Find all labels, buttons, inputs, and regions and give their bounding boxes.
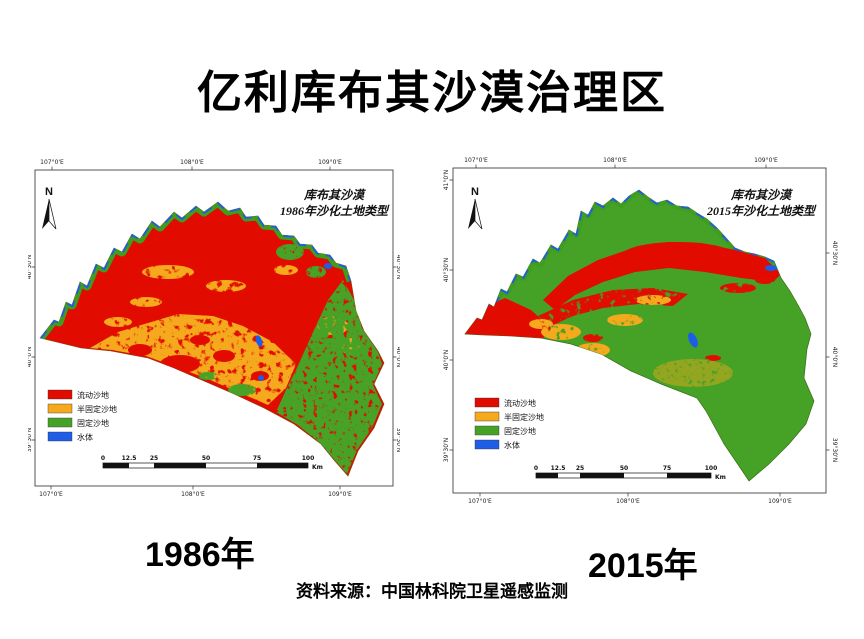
desert-shape-1986 <box>39 201 385 477</box>
lon-label: 107°0'E <box>468 498 492 505</box>
lon-label: 109°0'E <box>768 498 792 505</box>
lon-label: 109°0'E <box>328 491 352 498</box>
scale-unit: Km <box>312 464 323 471</box>
north-arrow-left-icon <box>468 199 475 229</box>
north-arrow-left-icon <box>42 199 49 229</box>
mobile-sand-band <box>465 242 781 346</box>
map-panel-2015: 107°0'E 108°0'E 109°0'E 107°0'E 108°0'E … <box>443 148 845 510</box>
scale-tick: 0 <box>534 465 538 472</box>
lon-label: 108°0'E <box>180 159 204 166</box>
lon-label: 108°0'E <box>181 491 205 498</box>
lat-label: 39°30'N <box>395 428 400 452</box>
yellow-river <box>465 190 775 336</box>
lat-label: 40°0'N <box>831 347 838 368</box>
legend-swatch-semi-fixed-sand <box>47 403 73 414</box>
legend-label: 固定沙地 <box>504 426 536 436</box>
source-note: 资料来源：中国林科院卫星遥感监测 <box>296 582 568 601</box>
legend-swatch-fixed-sand <box>474 425 500 436</box>
map-title-line2: 1986年沙化土地类型 <box>280 204 390 218</box>
legend-label: 半固定沙地 <box>77 404 117 414</box>
lon-label: 109°0'E <box>754 157 778 164</box>
north-arrow-label: N <box>45 186 53 198</box>
scale-tick: 12.5 <box>551 465 566 472</box>
scale-tick: 12.5 <box>122 455 137 462</box>
scale-tick: 75 <box>663 465 671 472</box>
legend-swatch-fixed-sand <box>47 417 73 428</box>
lat-label: 39°30'N <box>28 428 33 452</box>
lat-label: 40°0'N <box>443 350 450 371</box>
graticule-ticks <box>31 166 397 490</box>
legend-1986: 流动沙地 半固定沙地 固定沙地 水体 <box>47 389 117 442</box>
scale-tick: 25 <box>150 455 158 462</box>
north-arrow: N <box>42 186 57 230</box>
lat-label: 40°30'N <box>395 255 400 279</box>
legend-label: 固定沙地 <box>77 418 109 428</box>
lat-label: 40°30'N <box>831 241 838 265</box>
map-panel-1986: 107°0'E 108°0'E 109°0'E 107°0'E 108°0'E … <box>26 150 402 505</box>
legend-swatch-mobile-sand <box>47 389 73 400</box>
lon-label: 107°0'E <box>39 491 63 498</box>
lon-label: 109°0'E <box>318 159 342 166</box>
legend-swatch-mobile-sand <box>474 397 500 408</box>
legend-label: 流动沙地 <box>504 398 536 408</box>
lat-label: 40°30'N <box>28 255 33 279</box>
legend-swatch-water <box>47 431 73 442</box>
legend-swatch-water <box>474 439 500 450</box>
scale-tick: 100 <box>302 455 315 462</box>
lat-label: 41°0'N <box>443 170 450 191</box>
lat-label: 40°0'N <box>28 347 33 368</box>
legend-label: 水体 <box>77 432 93 442</box>
lat-label: 40°0'N <box>395 347 400 368</box>
scale-tick: 50 <box>620 465 628 472</box>
graticule-ticks <box>449 164 830 497</box>
legend-label: 半固定沙地 <box>504 412 544 422</box>
scale-tick: 50 <box>202 455 210 462</box>
scale-bar-segment <box>257 463 308 468</box>
map-title-line2: 2015年沙化土地类型 <box>706 204 817 218</box>
lat-label: 39°30'N <box>443 438 450 462</box>
scale-bar-segment <box>667 473 711 478</box>
north-arrow-right-icon <box>474 198 483 230</box>
lon-label: 108°0'E <box>603 157 627 164</box>
desert-shape-2015 <box>464 189 815 482</box>
lon-label: 107°0'E <box>464 157 488 164</box>
map-svg-1986: 107°0'E 108°0'E 109°0'E 107°0'E 108°0'E … <box>26 159 402 498</box>
north-arrow-right-icon <box>48 198 57 230</box>
scale-tick: 25 <box>576 465 584 472</box>
scale-bar-segment <box>154 463 206 468</box>
scale-bar-segment <box>580 473 624 478</box>
lat-label: 40°30'N <box>443 258 450 282</box>
legend-label: 流动沙地 <box>77 390 109 400</box>
water-bodies <box>255 263 332 381</box>
scale-unit: Km <box>715 474 726 481</box>
fixed-sand-patches <box>198 244 382 474</box>
lon-label: 107°0'E <box>40 159 64 166</box>
map-svg-2015: 107°0'E 108°0'E 109°0'E 107°0'E 108°0'E … <box>443 157 838 505</box>
legend-label: 水体 <box>504 440 520 450</box>
scale-bar-2015: 0 12.5 25 50 75 100 Km <box>534 465 726 481</box>
scale-bar-segment <box>103 463 129 468</box>
map-title-line1: 库布其沙漠 <box>303 188 366 202</box>
scale-tick: 0 <box>101 455 105 462</box>
north-arrow: N <box>468 186 483 230</box>
lat-label: 39°30'N <box>831 438 838 462</box>
scale-tick: 75 <box>253 455 261 462</box>
lon-label: 108°0'E <box>616 498 640 505</box>
map-title-line1: 库布其沙漠 <box>730 188 793 202</box>
year-label-2015: 2015年 <box>588 547 698 585</box>
scale-tick: 100 <box>705 465 718 472</box>
legend-2015: 流动沙地 半固定沙地 固定沙地 水体 <box>474 397 544 450</box>
page-title: 亿利库布其沙漠治理区 <box>196 67 667 118</box>
scale-bar-segment <box>536 473 558 478</box>
legend-swatch-semi-fixed-sand <box>474 411 500 422</box>
scale-bar-1986: 0 12.5 25 50 75 100 Km <box>101 455 323 471</box>
year-label-1986: 1986年 <box>145 536 255 574</box>
north-arrow-label: N <box>471 186 479 198</box>
